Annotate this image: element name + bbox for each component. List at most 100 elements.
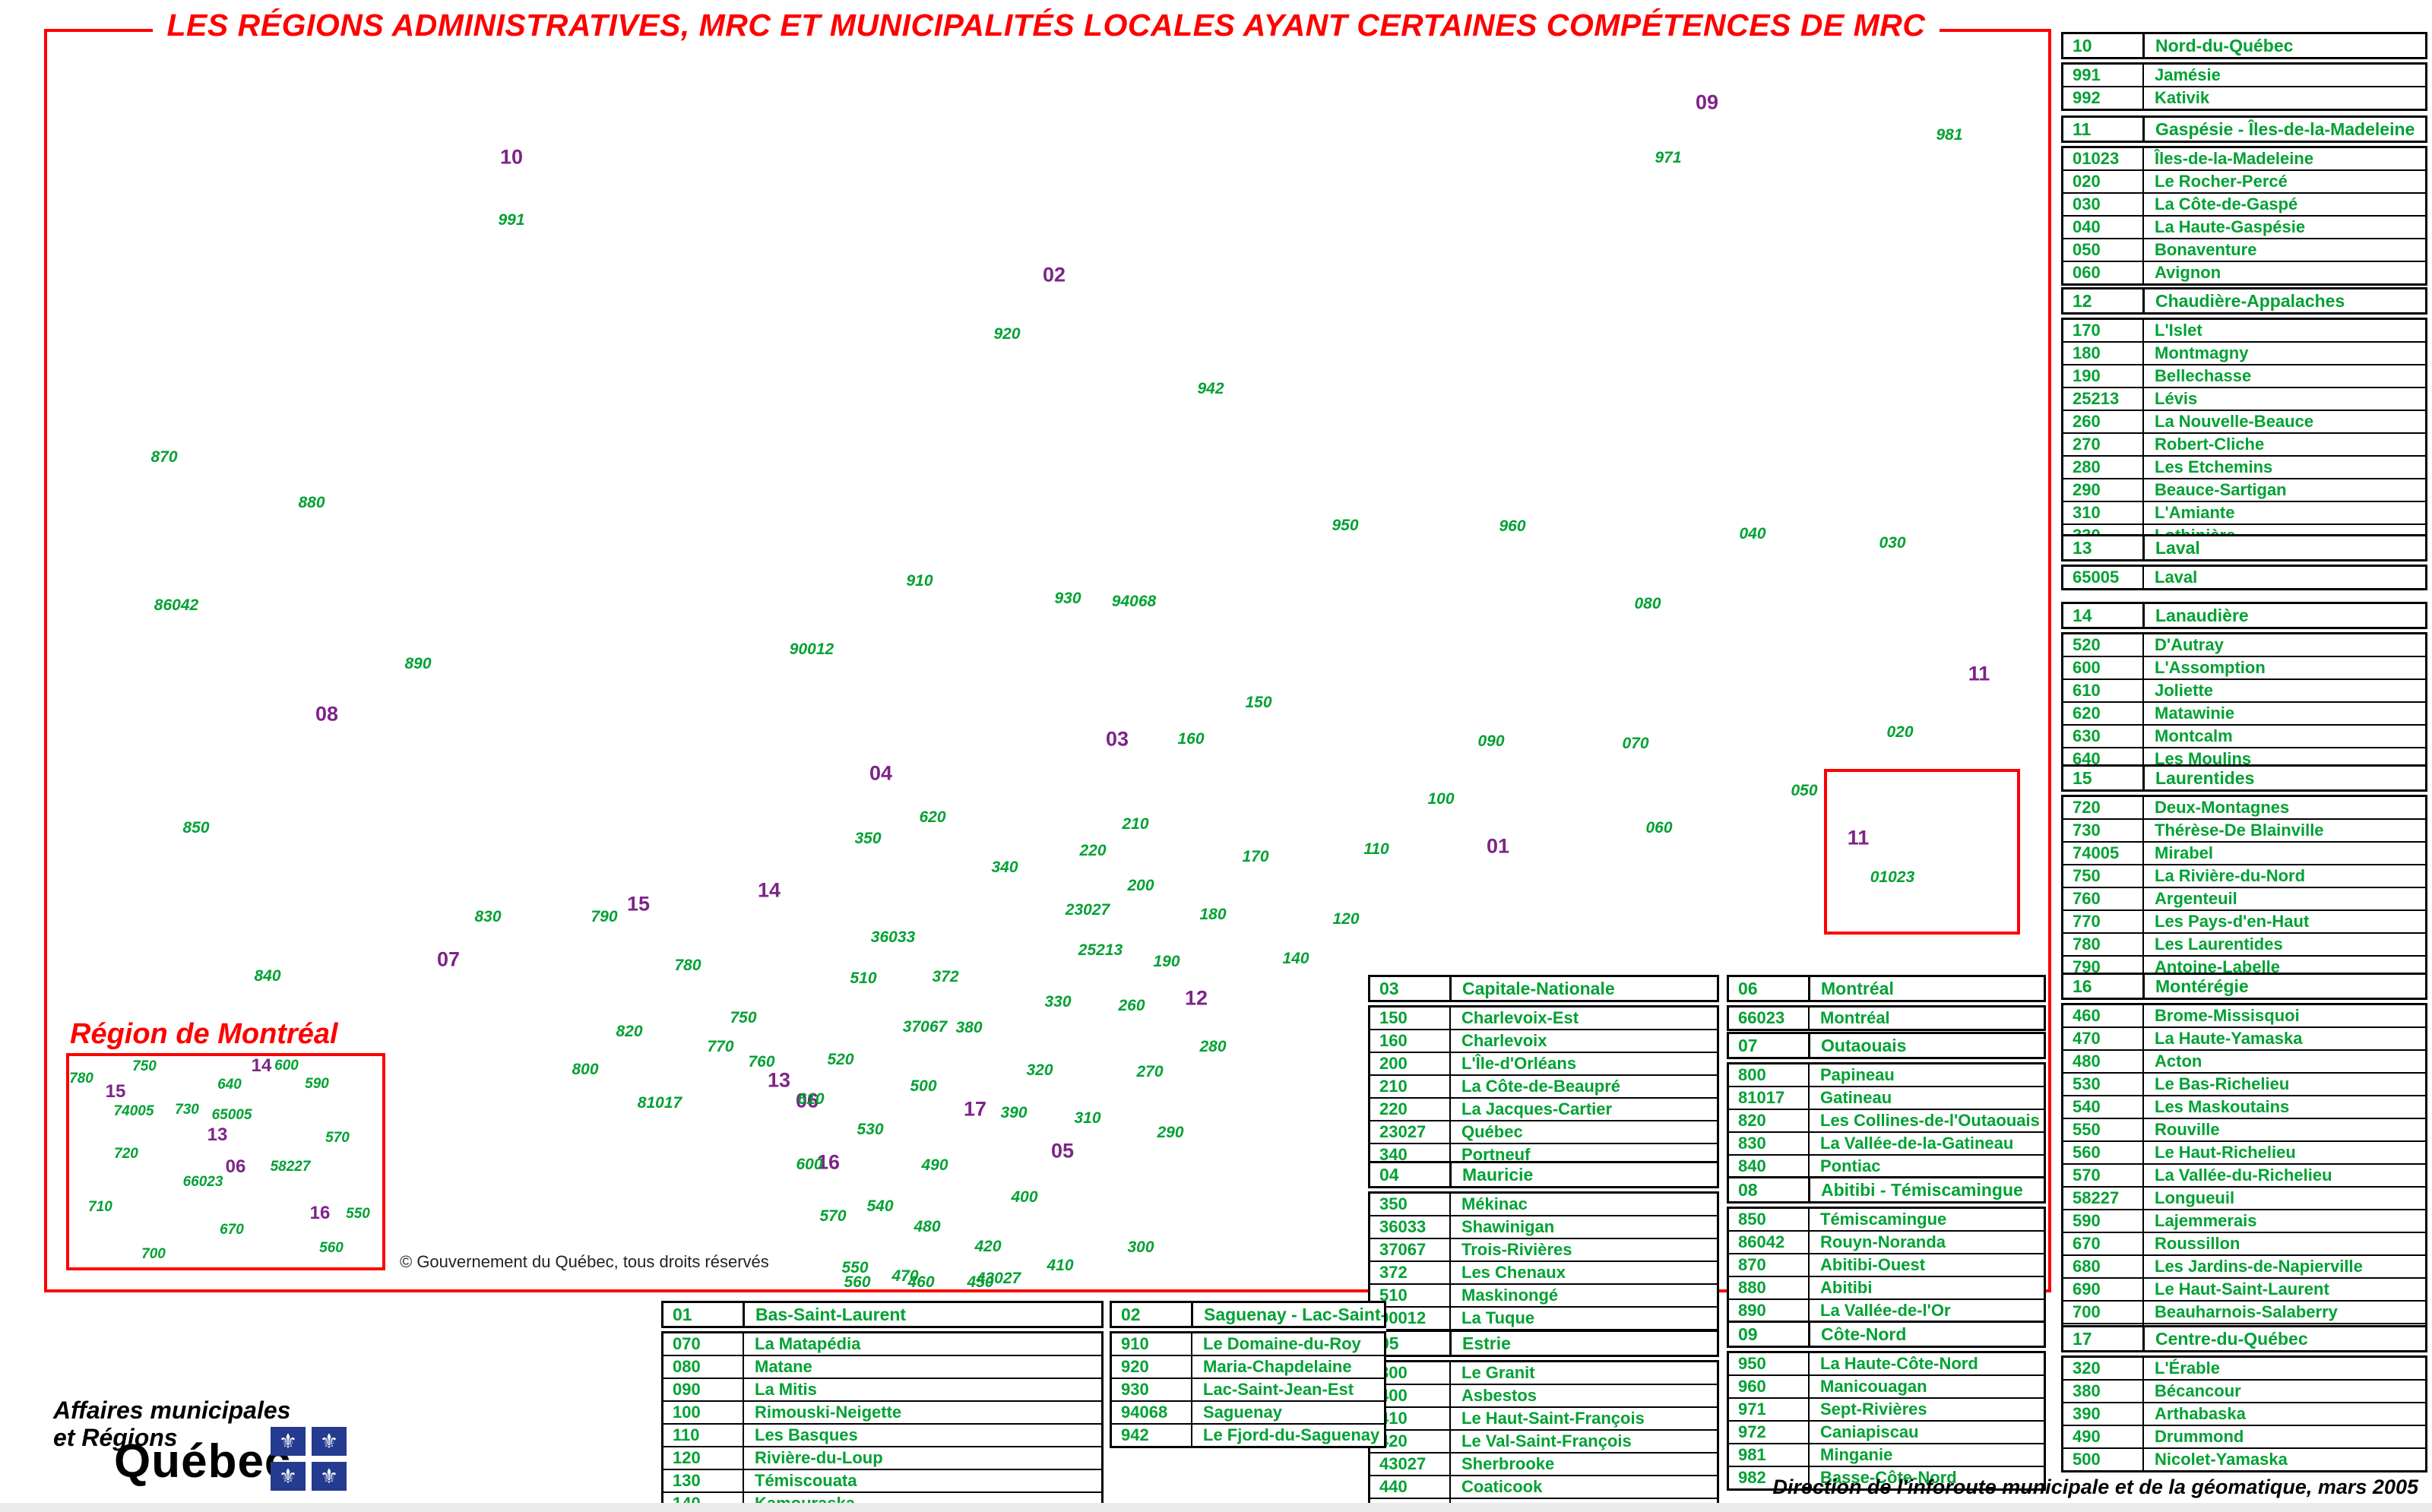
legend-row: 470 La Haute-Yamaska bbox=[2063, 1026, 2425, 1049]
region-name: Gaspésie - Îles-de-la-Madeleine bbox=[2155, 119, 2415, 139]
mrc-code: 150 bbox=[1370, 1007, 1451, 1029]
mrc-code-label: 570 bbox=[325, 1130, 350, 1146]
mrc-code-label: 730 bbox=[175, 1102, 199, 1118]
mrc-name: L'Amiante bbox=[2155, 503, 2235, 522]
legend-table-17: 17 Centre-du-Québec 320 L'Érable 380 Bécancou… bbox=[2061, 1325, 2427, 1472]
mrc-code-label: 65005 bbox=[211, 1107, 252, 1123]
region-number-label: 05 bbox=[1050, 1139, 1075, 1162]
mrc-name: Portneuf bbox=[1461, 1145, 1531, 1164]
mrc-name: Québec bbox=[1461, 1122, 1523, 1141]
mrc-name: Montréal bbox=[1820, 1008, 1890, 1027]
legend-row: 982 Basse-Côte-Nord bbox=[1729, 1466, 2044, 1488]
mrc-code: 470 bbox=[2063, 1028, 2144, 1049]
mrc-code: 480 bbox=[2063, 1051, 2144, 1072]
legend-row: 971 Sept-Rivières bbox=[1729, 1397, 2044, 1420]
mrc-code-label: 372 bbox=[932, 968, 959, 985]
mrc-code: 01023 bbox=[2063, 148, 2144, 169]
region-number-label: 09 bbox=[1695, 90, 1719, 114]
mrc-code: 960 bbox=[1729, 1376, 1810, 1397]
mrc-code-label: 790 bbox=[591, 908, 618, 925]
mrc-code-label: 590 bbox=[305, 1076, 329, 1092]
legend-row: 180 Montmagny bbox=[2063, 341, 2425, 364]
legend-row: 600 L'Assomption bbox=[2063, 656, 2425, 679]
mrc-code-label: 720 bbox=[114, 1146, 138, 1162]
mrc-name: Roussillon bbox=[2155, 1234, 2240, 1253]
fleur-de-lis-icon: ⚜ bbox=[312, 1462, 347, 1491]
mrc-code: 390 bbox=[2063, 1403, 2144, 1425]
mrc-code-label: 81017 bbox=[637, 1094, 682, 1112]
mrc-name: La Jacques-Cartier bbox=[1461, 1099, 1613, 1118]
region-code: 11 bbox=[2063, 118, 2145, 141]
mrc-name: Charlevoix-Est bbox=[1461, 1008, 1579, 1027]
mrc-name: Rouville bbox=[2155, 1120, 2220, 1139]
mrc-name: La Vallée-du-Richelieu bbox=[2155, 1166, 2332, 1185]
mrc-name: Manicouagan bbox=[1820, 1377, 1927, 1396]
mrc-code: 050 bbox=[2063, 239, 2144, 261]
mrc-name: Deux-Montagnes bbox=[2155, 798, 2290, 817]
mrc-name: Papineau bbox=[1820, 1065, 1895, 1084]
legend-table-body: 520 D'Autray 600 L'Assomption 610 Joliette 620… bbox=[2061, 632, 2427, 772]
legend-row: 130 Témiscouata bbox=[663, 1469, 1101, 1491]
mrc-code-label: 520 bbox=[827, 1051, 854, 1068]
legend-row: 570 La Vallée-du-Richelieu bbox=[2063, 1163, 2425, 1186]
mrc-name: Le Domaine-du-Roy bbox=[1203, 1334, 1361, 1353]
mrc-code-label: 310 bbox=[1074, 1109, 1101, 1127]
legend-table-header: 07 Outaouais bbox=[1727, 1032, 2046, 1059]
mrc-code: 680 bbox=[2063, 1256, 2144, 1277]
legend-table-header: 17 Centre-du-Québec bbox=[2061, 1325, 2427, 1352]
legend-row: 840 Pontiac bbox=[1729, 1154, 2044, 1177]
mrc-code-label: 86042 bbox=[154, 596, 199, 614]
legend-table-header: 03 Capitale-Nationale bbox=[1368, 975, 1719, 1002]
mrc-code-label: 560 bbox=[319, 1240, 344, 1256]
mrc-name: Les Basques bbox=[755, 1425, 858, 1444]
legend-row: 981 Minganie bbox=[1729, 1443, 2044, 1466]
mrc-code: 991 bbox=[2063, 65, 2144, 86]
legend-row: 910 Le Domaine-du-Roy bbox=[1112, 1333, 1384, 1355]
legend-row: 730 Thérèse-De Blainville bbox=[2063, 818, 2425, 841]
mrc-code: 040 bbox=[2063, 217, 2144, 238]
legend-row: 680 Les Jardins-de-Napierville bbox=[2063, 1254, 2425, 1277]
mrc-name: Jamésie bbox=[2155, 65, 2221, 84]
mrc-name: Abitibi-Ouest bbox=[1820, 1255, 1926, 1274]
mrc-code-label: 760 bbox=[748, 1053, 775, 1071]
mrc-name: Sept-Rivières bbox=[1820, 1400, 1927, 1419]
region-code: 08 bbox=[1729, 1178, 1810, 1201]
mrc-code-label: 350 bbox=[854, 830, 882, 847]
mrc-code: 490 bbox=[2063, 1426, 2144, 1447]
mrc-code-label: 300 bbox=[1127, 1238, 1154, 1256]
legend-table-body: 01023 Îles-de-la-Madeleine 020 Le Rocher-Pe… bbox=[2061, 146, 2427, 286]
legend-row: 700 Beauharnois-Salaberry bbox=[2063, 1300, 2425, 1323]
region-name: Mauricie bbox=[1462, 1164, 1534, 1185]
mrc-name: Brome-Missisquoi bbox=[2155, 1006, 2300, 1025]
mrc-code-label: 36033 bbox=[870, 928, 916, 946]
mrc-name: La Côte-de-Gaspé bbox=[2155, 195, 2298, 214]
mrc-name: La Vallée-de-la-Gatineau bbox=[1820, 1134, 2014, 1153]
legend-row: 420 Le Val-Saint-François bbox=[1370, 1429, 1717, 1452]
region-code: 06 bbox=[1729, 977, 1810, 1000]
mrc-name: Acton bbox=[2155, 1052, 2202, 1071]
mrc-code-label: 410 bbox=[1047, 1257, 1074, 1274]
mrc-name: Basse-Côte-Nord bbox=[1820, 1468, 1957, 1487]
mrc-code-label: 160 bbox=[1177, 730, 1205, 748]
region-code: 07 bbox=[1729, 1034, 1810, 1057]
legend-row: 37067 Trois-Rivières bbox=[1370, 1238, 1717, 1261]
mrc-code: 372 bbox=[1370, 1262, 1451, 1283]
mrc-code: 950 bbox=[1729, 1353, 1810, 1374]
mrc-name: Les Maskoutains bbox=[2155, 1097, 2290, 1116]
mrc-code-label: 380 bbox=[955, 1019, 983, 1036]
mrc-code: 74005 bbox=[2063, 843, 2144, 864]
legend-row: 510 Maskinongé bbox=[1370, 1283, 1717, 1306]
legend-row: 160 Charlevoix bbox=[1370, 1029, 1717, 1052]
mrc-name: Thérèse-De Blainville bbox=[2155, 821, 2324, 840]
mrc-code-label: 510 bbox=[850, 970, 877, 987]
mrc-code-label: 600 bbox=[796, 1156, 823, 1173]
mrc-code-label: 480 bbox=[914, 1218, 941, 1235]
mrc-code: 020 bbox=[2063, 171, 2144, 192]
mrc-code: 700 bbox=[2063, 1302, 2144, 1323]
mrc-code-label: 840 bbox=[254, 967, 281, 985]
legend-row: 36033 Shawinigan bbox=[1370, 1215, 1717, 1238]
mrc-name: Coaticook bbox=[1461, 1477, 1543, 1496]
mrc-code-label: 90012 bbox=[789, 641, 834, 658]
mrc-code-label: 030 bbox=[1879, 534, 1906, 552]
